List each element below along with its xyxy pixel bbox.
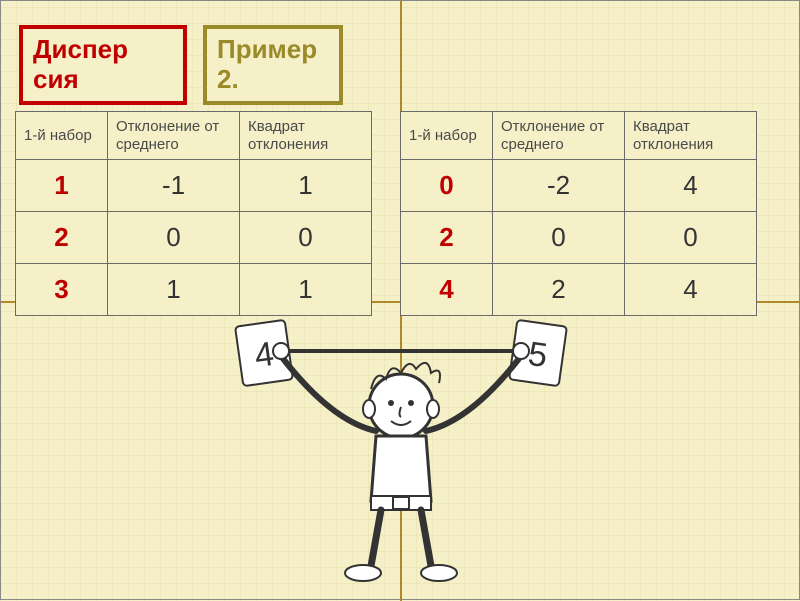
cell: 4 [625,160,757,212]
col-header: Квадрат отклонения [240,112,372,160]
cell: 4 [625,264,757,316]
cell: 1 [108,264,240,316]
cell: 2 [16,212,108,264]
table-header-row: 1-й набор Отклонение от среднего Квадрат… [16,112,372,160]
cell: 4 [401,264,493,316]
col-header: Квадрат отклонения [625,112,757,160]
cartoon-illustration: 4 5 [221,311,581,591]
col-header: 1-й набор [401,112,493,160]
cell: 3 [16,264,108,316]
cell: 1 [16,160,108,212]
cell: 0 [108,212,240,264]
cell: 0 [493,212,625,264]
cell: 0 [625,212,757,264]
table-row: 3 1 1 [16,264,372,316]
table-2: 1-й набор Отклонение от среднего Квадрат… [400,111,757,316]
cell: -1 [108,160,240,212]
cell: 2 [493,264,625,316]
table-row: 1 -1 1 [16,160,372,212]
table-row: 2 0 0 [16,212,372,264]
cell: 0 [401,160,493,212]
cell: 0 [240,212,372,264]
table-row: 4 2 4 [401,264,757,316]
table-row: 0 -2 4 [401,160,757,212]
cell: 1 [240,264,372,316]
title-example: Пример 2. [203,25,343,105]
table-1: 1-й набор Отклонение от среднего Квадрат… [15,111,372,316]
title-dispersion: Диспер сия [19,25,187,105]
tables-container: 1-й набор Отклонение от среднего Квадрат… [15,111,757,316]
cell: 1 [240,160,372,212]
table-header-row: 1-й набор Отклонение от среднего Квадрат… [401,112,757,160]
col-header: 1-й набор [16,112,108,160]
col-header: Отклонение от среднего [493,112,625,160]
col-header: Отклонение от среднего [108,112,240,160]
cell: -2 [493,160,625,212]
table-row: 2 0 0 [401,212,757,264]
cell: 2 [401,212,493,264]
